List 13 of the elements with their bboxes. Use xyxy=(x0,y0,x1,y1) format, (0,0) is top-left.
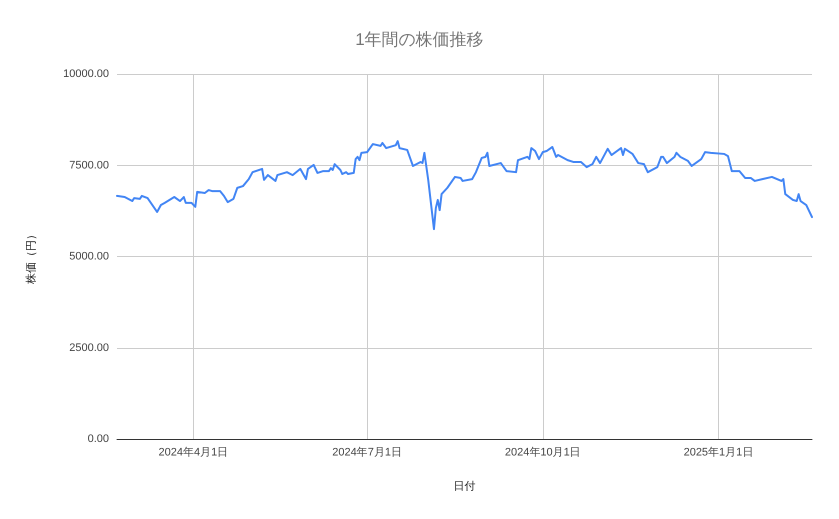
y-tick-label: 2500.00 xyxy=(69,342,109,354)
y-tick-label: 7500.00 xyxy=(69,159,109,172)
x-tick-label: 2025年1月1日 xyxy=(684,446,754,458)
x-axis-title: 日付 xyxy=(454,480,476,492)
x-tick-label: 2024年4月1日 xyxy=(158,446,228,458)
chart-title: 1年間の株価推移 xyxy=(355,30,484,49)
y-tick-label: 5000.00 xyxy=(69,250,109,262)
x-tick-label: 2024年7月1日 xyxy=(332,446,402,458)
y-tick-label: 10000.00 xyxy=(63,68,109,80)
y-axis-title: 株価（円） xyxy=(24,229,38,285)
x-tick-label: 2024年10月1日 xyxy=(504,446,581,458)
y-tick-label: 0.00 xyxy=(88,433,109,445)
line-series xyxy=(116,140,813,230)
